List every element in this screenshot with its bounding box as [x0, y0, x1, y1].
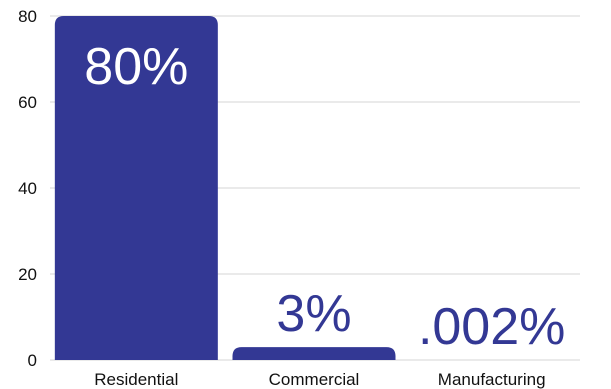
y-tick-label: 20 [18, 265, 37, 284]
y-tick-label: 40 [18, 179, 37, 198]
data-label-residential: 80% [84, 38, 188, 96]
y-tick-label: 80 [18, 7, 37, 26]
data-labels: 80% 3% .002% [84, 38, 565, 356]
data-label-commercial: 3% [276, 285, 351, 343]
category-label-manufacturing: Manufacturing [438, 370, 546, 389]
bars [54, 16, 574, 360]
bar-commercial [232, 347, 396, 360]
y-tick-label: 0 [28, 351, 37, 370]
y-axis-ticks: 0 20 40 60 80 [18, 7, 37, 370]
category-label-commercial: Commercial [269, 370, 360, 389]
bar-residential [54, 16, 218, 360]
category-label-residential: Residential [94, 370, 178, 389]
data-label-manufacturing: .002% [418, 298, 565, 356]
y-tick-label: 60 [18, 93, 37, 112]
x-axis-categories: Residential Commercial Manufacturing [94, 370, 545, 389]
